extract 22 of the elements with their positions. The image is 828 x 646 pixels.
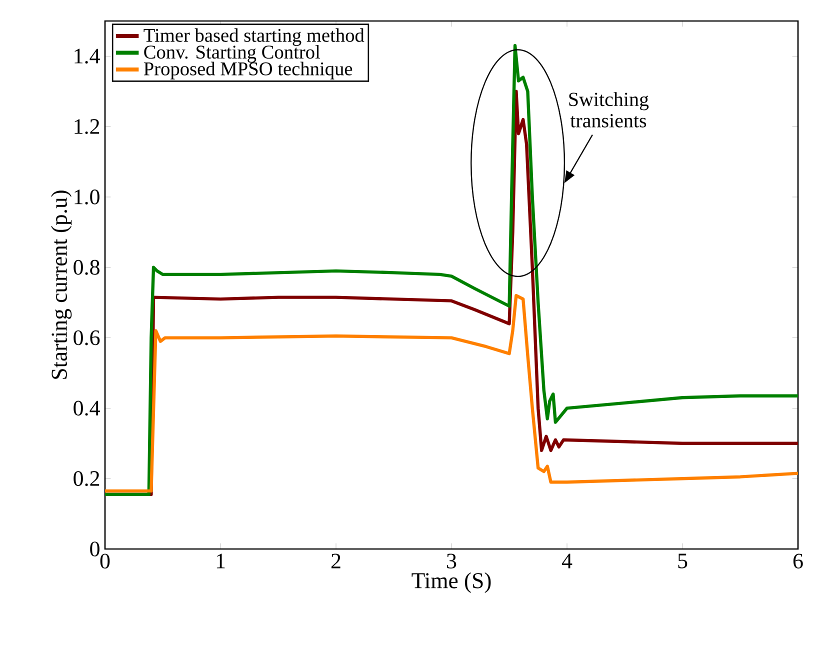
y-tick-label: 0: [90, 542, 100, 556]
y-tick-label: 0.8: [74, 260, 100, 275]
x-tick-label: 4: [562, 554, 572, 568]
y-axis-title: Starting current (p.u): [51, 190, 72, 379]
annotation: Switching transients: [569, 92, 649, 128]
y-tick-label: 1.2: [74, 119, 100, 134]
x-tick-label: 2: [331, 554, 340, 568]
x-tick-label: 0: [100, 554, 110, 569]
legend-label: Timer based starting method: [144, 28, 364, 46]
y-tick-label: 0.6: [74, 330, 100, 346]
x-tick-label: 3: [447, 554, 456, 568]
y-tick-label: 0.4: [74, 400, 100, 416]
line-series: [105, 294, 798, 493]
x-axis-title: Time (S): [412, 572, 491, 593]
y-tick-label: 1.4: [74, 48, 100, 64]
legend-label: Conv. Starting Control: [144, 45, 320, 63]
legend-label: Proposed MPSO technique: [144, 62, 352, 80]
x-tick-label: 1: [216, 554, 225, 568]
x-tick-label: 5: [678, 554, 688, 568]
x-tick-label: 6: [793, 554, 803, 568]
y-tick-label: 1.0: [74, 190, 100, 204]
y-tick-label: 0.2: [74, 471, 100, 486]
